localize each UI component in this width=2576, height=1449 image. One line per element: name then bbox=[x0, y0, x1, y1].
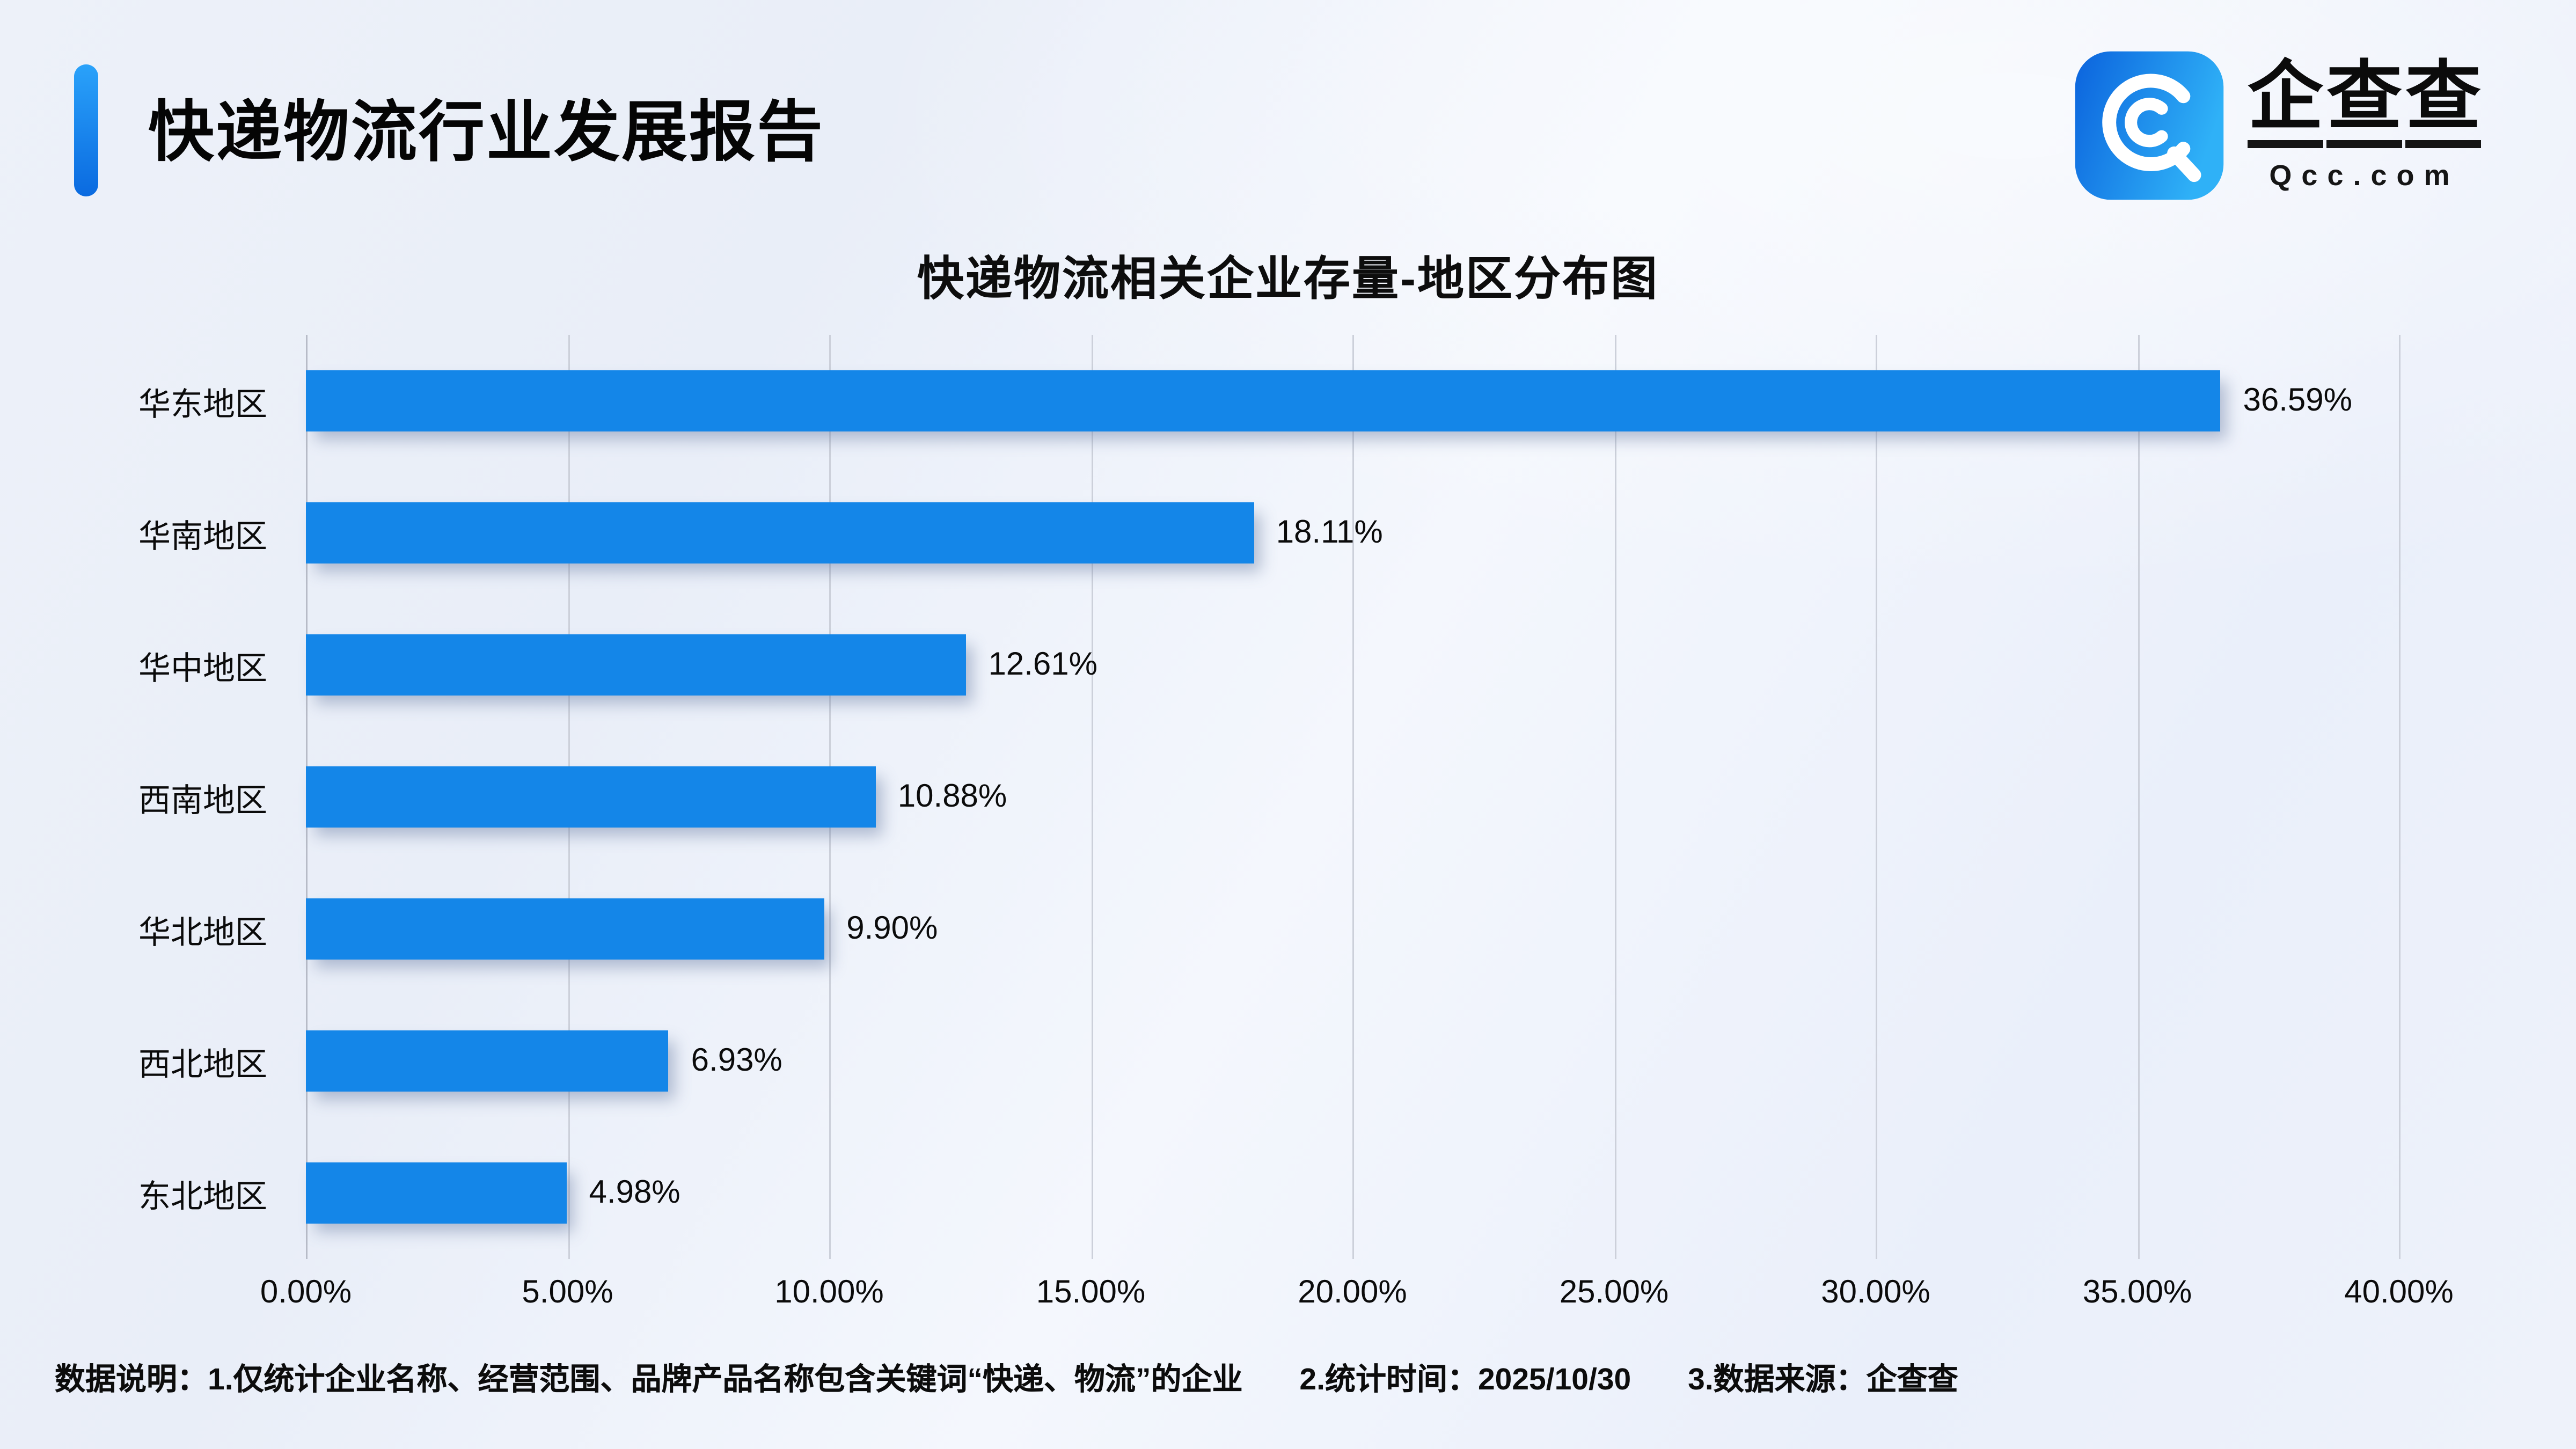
brand-char: 查 bbox=[2405, 58, 2481, 148]
bar-area: 10.88% bbox=[306, 731, 2399, 863]
bar-value-label: 18.11% bbox=[1276, 514, 1383, 550]
data-notes: 数据说明：1.仅统计企业名称、经营范围、品牌产品名称包含关键词“快递、物流”的企… bbox=[55, 1356, 1958, 1399]
bar bbox=[306, 766, 875, 828]
bar-row: 华中地区 12.61% bbox=[64, 599, 2399, 731]
page-title: 快递物流行业发展报告 bbox=[148, 95, 824, 169]
category-label: 西北地区 bbox=[138, 1047, 267, 1083]
gridline bbox=[1876, 335, 1877, 1259]
x-tick-label: 20.00% bbox=[1298, 1275, 1407, 1311]
bar-row: 华南地区 18.11% bbox=[64, 467, 2399, 599]
category-label: 东北地区 bbox=[138, 1179, 267, 1215]
bar bbox=[306, 898, 824, 960]
bar-value-label: 36.59% bbox=[2243, 382, 2353, 418]
category-label: 华北地区 bbox=[138, 915, 267, 951]
x-tick-label: 0.00% bbox=[260, 1275, 352, 1311]
gridline bbox=[1091, 335, 1093, 1259]
qcc-brand-name: 企查查 bbox=[2246, 58, 2483, 148]
note-statistics-date: 2.统计时间：2025/10/30 bbox=[1299, 1364, 1631, 1397]
gridline bbox=[1352, 335, 1354, 1259]
qcc-domain: Qcc.com bbox=[2269, 159, 2460, 192]
bar-value-label: 6.93% bbox=[691, 1042, 782, 1078]
x-tick-label: 30.00% bbox=[1821, 1275, 1930, 1311]
bar-row: 东北地区 4.98% bbox=[64, 1127, 2399, 1259]
chart-title: 快递物流相关企业存量-地区分布图 bbox=[917, 254, 1659, 306]
gridline bbox=[2137, 335, 2139, 1259]
bar-rows: 华东地区 36.59% 华南地区 18.11% 华中地区 12.61% 西南地区 10.88%… bbox=[64, 335, 2399, 1259]
bar-area: 4.98% bbox=[306, 1127, 2399, 1259]
bar bbox=[306, 502, 1254, 564]
bar bbox=[306, 634, 966, 696]
bar-value-label: 10.88% bbox=[897, 778, 1007, 814]
x-tick-label: 35.00% bbox=[2082, 1275, 2192, 1311]
x-tick-label: 10.00% bbox=[774, 1275, 884, 1311]
bar-area: 9.90% bbox=[306, 863, 2399, 995]
gridline bbox=[1614, 335, 1616, 1259]
bar bbox=[306, 1030, 669, 1092]
x-tick-label: 5.00% bbox=[522, 1275, 613, 1311]
category-label: 华东地区 bbox=[138, 387, 267, 423]
category-label: 西南地区 bbox=[138, 783, 267, 819]
title-accent-bar bbox=[74, 64, 98, 196]
bar-area: 6.93% bbox=[306, 995, 2399, 1127]
bar-area: 18.11% bbox=[306, 467, 2399, 599]
bar-row: 华东地区 36.59% bbox=[64, 335, 2399, 467]
bar bbox=[306, 1162, 567, 1224]
qcc-logo-text: 企查查 Qcc.com bbox=[2246, 58, 2483, 193]
note-data-source: 3.数据来源：企查查 bbox=[1688, 1364, 1958, 1397]
x-tick-label: 40.00% bbox=[2344, 1275, 2454, 1311]
qcc-spiral-q-icon bbox=[2075, 51, 2224, 200]
bar-row: 华北地区 9.90% bbox=[64, 863, 2399, 995]
note-statistics-scope: 数据说明：1.仅统计企业名称、经营范围、品牌产品名称包含关键词“快递、物流”的企… bbox=[55, 1364, 1243, 1397]
gridline bbox=[2399, 335, 2401, 1259]
bar-row: 西北地区 6.93% bbox=[64, 995, 2399, 1127]
category-label: 华南地区 bbox=[138, 519, 267, 555]
brand-char: 查 bbox=[2326, 58, 2402, 148]
x-axis-ticks: 0.00% 5.00% 10.00% 15.00% 20.00% 25.00% 30.00%… bbox=[260, 1275, 2454, 1323]
bar-value-label: 12.61% bbox=[988, 646, 1097, 682]
qcc-logo: 企查查 Qcc.com bbox=[2072, 48, 2483, 203]
bar-value-label: 9.90% bbox=[846, 910, 938, 946]
x-tick-label: 15.00% bbox=[1036, 1275, 1146, 1311]
category-label: 华中地区 bbox=[138, 651, 267, 687]
bar-area: 12.61% bbox=[306, 599, 2399, 731]
bar-value-label: 4.98% bbox=[589, 1174, 680, 1210]
bar bbox=[306, 370, 2221, 431]
x-tick-label: 25.00% bbox=[1559, 1275, 1669, 1311]
bar-chart: 华东地区 36.59% 华南地区 18.11% 华中地区 12.61% 西南地区 10.88%… bbox=[64, 335, 2401, 1259]
bar-area: 36.59% bbox=[306, 335, 2399, 467]
brand-char: 企 bbox=[2248, 58, 2323, 148]
bar-row: 西南地区 10.88% bbox=[64, 731, 2399, 863]
